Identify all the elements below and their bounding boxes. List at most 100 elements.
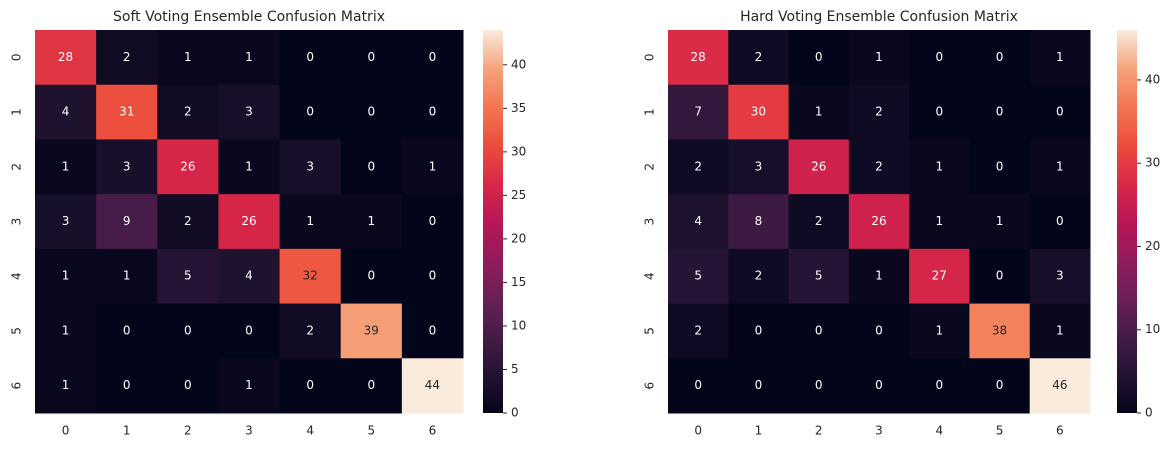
cell-label: 3	[306, 159, 314, 173]
cell-label: 32	[303, 269, 318, 283]
cell-label: 0	[429, 269, 437, 283]
heatmap-cell	[788, 358, 850, 414]
cell-label: 28	[691, 50, 706, 64]
heatmap-cell	[848, 84, 910, 140]
heatmap-cell	[1029, 139, 1091, 195]
heatmap-cell	[218, 30, 281, 86]
heatmap-cell	[218, 84, 281, 140]
heatmap-cell	[668, 139, 729, 195]
heatmap-cell	[157, 194, 219, 250]
heatmap-cell	[848, 358, 910, 414]
cell-label: 1	[996, 214, 1004, 228]
cell-label: 0	[245, 323, 253, 337]
cell-label: 39	[364, 323, 379, 337]
heatmap-cell	[848, 194, 910, 250]
cell-label: 0	[123, 378, 131, 392]
cell-label: 0	[935, 50, 943, 64]
colorbar-tick-label: 0	[511, 406, 519, 420]
y-tick-label: 5	[643, 327, 657, 335]
colorbar-tick-label: 10	[1145, 322, 1160, 336]
heatmap-cell	[909, 30, 970, 86]
cell-label: 0	[184, 323, 192, 337]
cell-label: 3	[62, 214, 70, 228]
heatmap-cell	[788, 30, 850, 86]
heatmap-cell	[401, 194, 464, 250]
heatmap-cell	[969, 139, 1031, 195]
heatmap-cell	[279, 84, 342, 140]
heatmap-cell	[279, 194, 342, 250]
cell-label: 4	[245, 269, 253, 283]
cell-label: 0	[367, 378, 375, 392]
cell-label: 1	[935, 323, 943, 337]
heatmap-cell	[728, 358, 790, 414]
colorbar-tick-label: 40	[511, 57, 526, 71]
heatmap-cell	[340, 303, 403, 359]
heatmap-cell	[788, 194, 850, 250]
heatmap-cell	[788, 139, 850, 195]
cell-label: 1	[245, 378, 253, 392]
cell-label: 1	[245, 50, 253, 64]
heatmap-cell	[401, 30, 464, 86]
cell-label: 0	[875, 378, 883, 392]
heatmap-cell	[788, 248, 850, 305]
cell-label: 27	[932, 269, 947, 283]
heatmap-cell	[96, 84, 158, 140]
cell-label: 0	[429, 323, 437, 337]
heatmap-cell	[218, 248, 281, 305]
heatmap-cell	[1029, 303, 1091, 359]
heatmap-cell	[969, 358, 1031, 414]
y-tick-label: 0	[10, 54, 24, 62]
cell-label: 3	[755, 159, 763, 173]
cell-label: 46	[1052, 378, 1067, 392]
x-tick-label: 3	[875, 424, 883, 438]
heatmap-cell	[35, 358, 97, 414]
cell-label: 1	[875, 269, 883, 283]
x-tick-label: 1	[755, 424, 763, 438]
cell-label: 1	[184, 50, 192, 64]
heatmap-cell	[279, 248, 342, 305]
heatmap-cell	[401, 139, 464, 195]
heatmap-cell	[401, 84, 464, 140]
cell-label: 26	[241, 214, 256, 228]
heatmap-cell	[401, 248, 464, 305]
cell-label: 0	[996, 105, 1004, 119]
x-tick-label: 6	[429, 424, 437, 438]
cell-label: 0	[123, 323, 131, 337]
heatmap-cell	[157, 139, 219, 195]
heatmap-cell	[96, 139, 158, 195]
x-tick-label: 2	[815, 424, 823, 438]
heatmap-cell	[401, 358, 464, 414]
heatmap-cell	[1029, 84, 1091, 140]
cell-label: 0	[367, 50, 375, 64]
cell-label: 1	[875, 50, 883, 64]
heatmap-cell	[218, 194, 281, 250]
heatmap-cell	[96, 194, 158, 250]
heatmap-cell	[909, 139, 970, 195]
cell-label: 1	[62, 269, 70, 283]
chart-title: Hard Voting Ensemble Confusion Matrix	[740, 9, 1018, 25]
x-tick-label: 5	[996, 424, 1004, 438]
heatmap-cell	[340, 139, 403, 195]
cell-label: 5	[815, 269, 823, 283]
heatmap-cell	[157, 303, 219, 359]
cell-label: 0	[755, 378, 763, 392]
heatmap-cell	[668, 358, 729, 414]
y-tick-label: 2	[10, 163, 24, 171]
cell-label: 0	[367, 269, 375, 283]
colorbar-tick-label: 15	[511, 275, 526, 289]
heatmap-cell	[340, 248, 403, 305]
cell-label: 0	[306, 378, 314, 392]
x-tick-label: 3	[245, 424, 253, 438]
y-tick-label: 4	[10, 272, 24, 280]
x-tick-label: 4	[935, 424, 943, 438]
heatmap-cell	[848, 30, 910, 86]
cell-label: 0	[184, 378, 192, 392]
cell-label: 2	[184, 214, 192, 228]
heatmap-cell	[668, 303, 729, 359]
cell-label: 0	[996, 50, 1004, 64]
colorbar	[1117, 30, 1137, 413]
cell-label: 26	[811, 159, 826, 173]
colorbar-tick-label: 30	[511, 144, 526, 158]
colorbar-tick-label: 30	[1145, 156, 1160, 170]
cell-label: 0	[996, 378, 1004, 392]
